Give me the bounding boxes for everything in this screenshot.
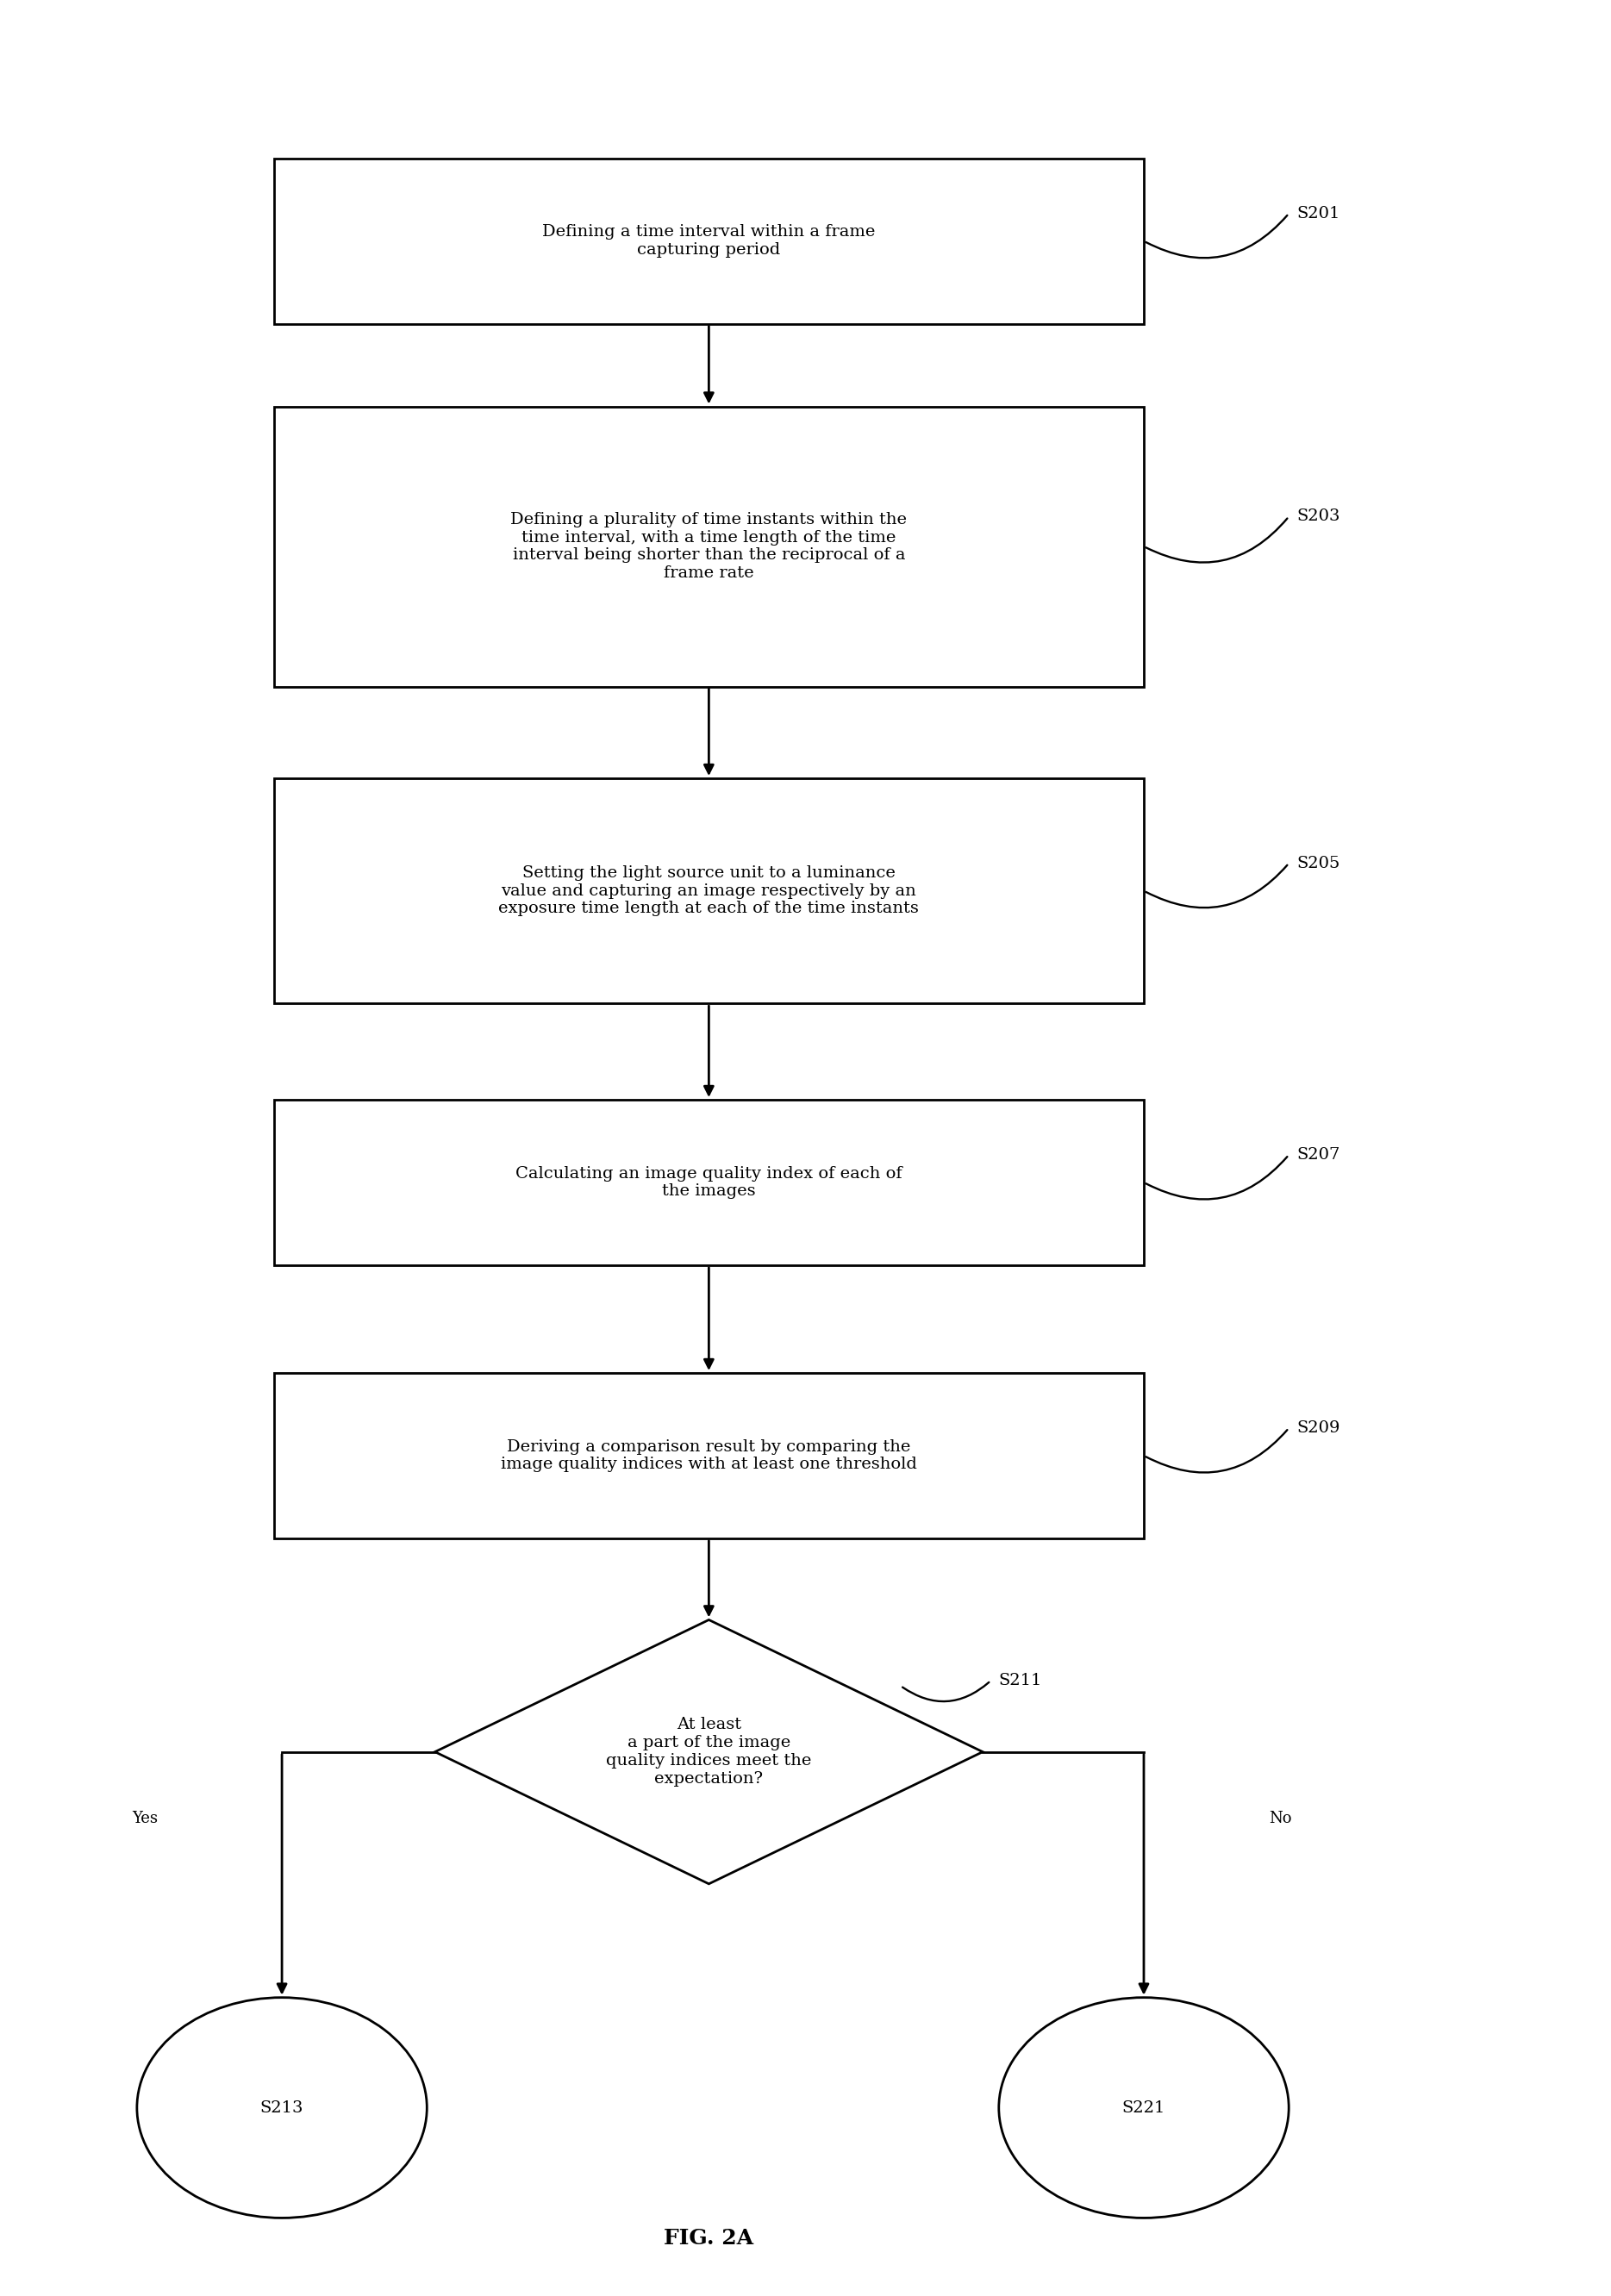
Polygon shape	[435, 1621, 983, 1883]
Text: S211: S211	[999, 1674, 1042, 1688]
Text: Calculating an image quality index of each of
the images: Calculating an image quality index of ea…	[516, 1166, 902, 1199]
Text: Yes: Yes	[132, 1812, 158, 1825]
Bar	[274, 158, 1144, 324]
Bar	[274, 1100, 1144, 1265]
Text: S203: S203	[1297, 510, 1340, 523]
Text: Defining a plurality of time instants within the
time interval, with a time leng: Defining a plurality of time instants wi…	[511, 512, 907, 581]
Text: S207: S207	[1297, 1148, 1340, 1162]
Text: S213: S213	[259, 2101, 304, 2115]
Bar	[274, 778, 1144, 1003]
Ellipse shape	[999, 1998, 1289, 2218]
Text: S221: S221	[1123, 2101, 1165, 2115]
Text: FIG. 2A: FIG. 2A	[664, 2227, 754, 2250]
Text: Defining a time interval within a frame
capturing period: Defining a time interval within a frame …	[543, 225, 875, 257]
Text: S201: S201	[1297, 207, 1340, 220]
Bar	[274, 406, 1144, 687]
Text: Setting the light source unit to a luminance
value and capturing an image respec: Setting the light source unit to a lumin…	[498, 866, 920, 916]
Text: Deriving a comparison result by comparing the
image quality indices with at leas: Deriving a comparison result by comparin…	[501, 1440, 917, 1472]
Bar	[274, 1373, 1144, 1538]
Text: S205: S205	[1297, 856, 1340, 870]
Text: S209: S209	[1297, 1421, 1340, 1435]
Text: At least
a part of the image
quality indices meet the
expectation?: At least a part of the image quality ind…	[606, 1717, 812, 1786]
Text: No: No	[1269, 1812, 1292, 1825]
Ellipse shape	[137, 1998, 427, 2218]
